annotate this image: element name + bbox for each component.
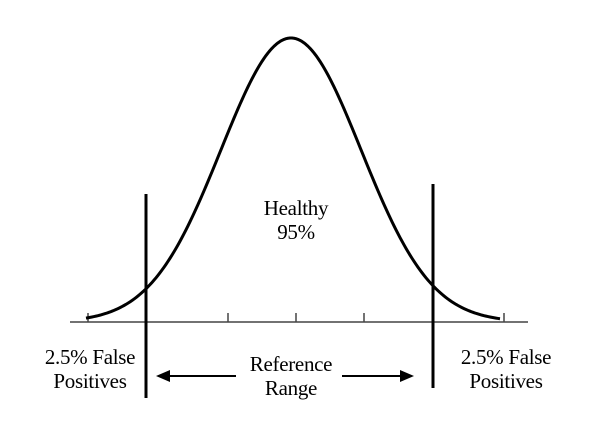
healthy-label-line2: 95% xyxy=(277,220,315,244)
axis-ticks xyxy=(87,313,505,322)
bell-curve xyxy=(85,36,501,321)
left-label-line1: 2.5% False xyxy=(44,345,136,369)
right-label-line2: Positives xyxy=(469,369,543,393)
right-false-positives-label: 2.5% False Positives xyxy=(446,345,566,393)
right-range-arrow xyxy=(342,370,414,382)
healthy-label: Healthy 95% xyxy=(246,196,346,244)
reference-range-line1: Reference xyxy=(249,352,333,376)
reference-range-label: Reference Range xyxy=(236,352,346,400)
right-label-line1: 2.5% False xyxy=(460,345,552,369)
left-label-line2: Positives xyxy=(53,369,127,393)
healthy-label-line1: Healthy xyxy=(263,196,329,220)
left-false-positives-label: 2.5% False Positives xyxy=(30,345,150,393)
left-range-arrow xyxy=(156,370,236,382)
reference-range-line2: Range xyxy=(264,376,318,400)
